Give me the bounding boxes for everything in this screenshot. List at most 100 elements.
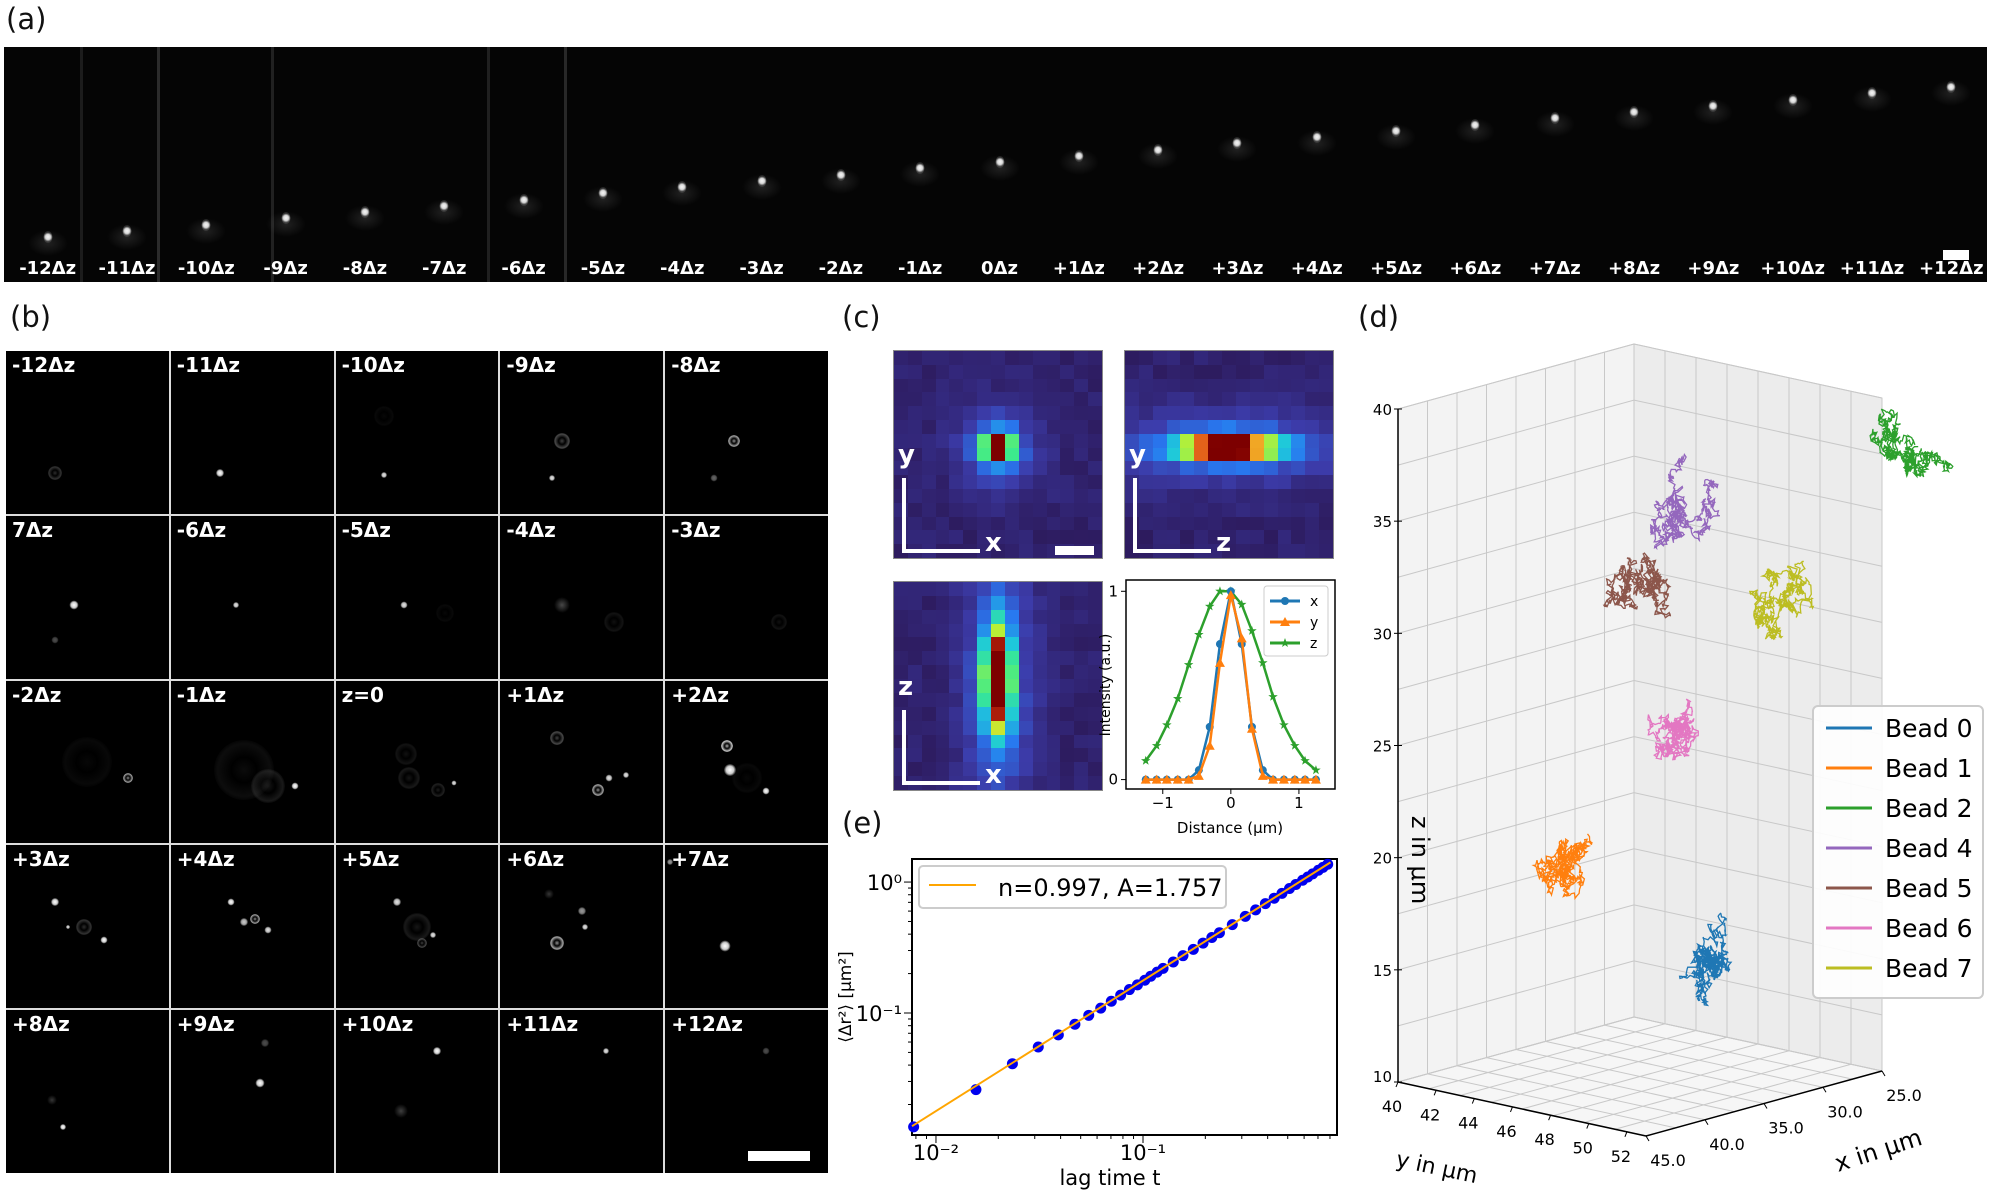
heatmap-cell [1152, 447, 1167, 462]
data-point-y [1193, 770, 1204, 780]
data-point-z [1172, 693, 1183, 703]
heatmap-cell [935, 392, 950, 407]
heatmap-cell [1208, 392, 1223, 407]
heatmap-cell [1222, 475, 1236, 489]
heatmap-cell [1263, 544, 1278, 558]
heatmap-cell [1032, 734, 1047, 749]
heatmap-cell [1032, 665, 1047, 680]
heatmap-cell [1060, 734, 1075, 749]
heatmap-cell [1046, 530, 1061, 545]
heatmap-cell [1018, 582, 1033, 596]
heatmap-cell [991, 637, 1005, 652]
bead-focus-spot [281, 212, 291, 225]
heatmap-cell [991, 609, 1005, 624]
heatmap-cell [963, 475, 978, 489]
axis-label-y: y [1129, 440, 1146, 470]
heatmap-cell [1291, 433, 1306, 448]
heatmap-cell [1249, 392, 1264, 407]
legend-box [1812, 705, 1984, 999]
heatmap-cell [977, 720, 992, 735]
heatmap-cell [1018, 762, 1033, 777]
heatmap-cell [991, 489, 1005, 503]
trajectory-bead-0 [1678, 912, 1733, 1007]
heatmap-cell [1032, 502, 1047, 517]
heatmap-cell [1305, 447, 1320, 462]
heatmap-cell [963, 433, 978, 448]
heatmap-cell [935, 734, 950, 749]
heatmap-cell [1060, 364, 1075, 379]
heatmap-cell [1291, 364, 1306, 379]
heatmap-cell [963, 392, 978, 407]
heatmap-cell [1018, 447, 1033, 462]
y-tick [1586, 1123, 1590, 1129]
bead-image [721, 739, 734, 752]
slice-label: -8Δz [671, 353, 721, 377]
heatmap-cell [921, 720, 936, 735]
data-point-z [1311, 765, 1321, 775]
bead-focus-spot [43, 231, 53, 243]
heatmap-cell [991, 447, 1005, 462]
y-tick-label: 42 [1420, 1105, 1440, 1124]
heatmap-cell [1046, 351, 1061, 365]
heatmap-cell [1004, 392, 1019, 407]
heatmap-cell [949, 706, 964, 721]
heatmap-cell [1305, 544, 1320, 558]
bead-image [393, 1104, 408, 1119]
heatmap-cell [977, 530, 992, 545]
heatmap-cell [1319, 544, 1333, 558]
slice-label: +10Δz [341, 1012, 414, 1037]
heatmap-cell [1032, 530, 1047, 545]
heatmap-cell [977, 637, 992, 652]
slice-label: -2Δz [12, 682, 62, 707]
bead-defocus-halo [1534, 111, 1575, 138]
heatmap-cell [1018, 489, 1033, 503]
data-point-z [1151, 740, 1162, 750]
z-slice-image: -1Δz [170, 680, 334, 844]
heatmap-cell [949, 364, 964, 379]
heatmap-cell [1074, 489, 1089, 503]
heatmap-cell [935, 351, 950, 365]
heatmap-cell [1152, 406, 1167, 420]
data-point-z [1279, 719, 1289, 730]
heatmap-cell [1046, 734, 1061, 749]
legend-label: Bead 0 [1885, 714, 1973, 743]
heatmap-cell [1235, 447, 1250, 462]
trajectory-bead-5 [1602, 552, 1672, 619]
heatmap-cell [1222, 351, 1236, 365]
heatmap-cell [907, 637, 922, 652]
depth-label: +3Δz [1211, 258, 1264, 279]
heatmap-cell [1074, 447, 1089, 462]
z-axis-label: z in μm [1406, 816, 1434, 904]
heatmap-cell [1194, 475, 1209, 489]
heatmap-cell [963, 609, 978, 624]
scale-bar [1943, 250, 1969, 260]
heatmap-cell [907, 420, 922, 434]
heatmap-cell [1018, 364, 1033, 379]
bead-focus-spot [122, 224, 132, 237]
heatmap-cell [1194, 406, 1209, 420]
heatmap-cell [907, 706, 922, 721]
heatmap-cell [1046, 582, 1061, 596]
bead-focus-spot [1391, 124, 1401, 137]
heatmap-cell [1046, 502, 1061, 517]
heatmap-cell [1018, 516, 1033, 531]
heatmap-cell [935, 489, 950, 503]
heatmap-cell [1263, 433, 1278, 448]
heatmap-cell [1125, 364, 1139, 379]
z-slice-image: 7Δz [6, 515, 169, 679]
panel-label-c: (c) [842, 300, 881, 334]
heatmap-cell [921, 406, 936, 420]
slice-label: +11Δz [506, 1012, 579, 1037]
heatmap-cell [907, 734, 922, 749]
heatmap-cell [907, 351, 922, 365]
psf-profile-chart: Distance (μm) Intensity (a.u.) −1 0 1 0 1 xyz [1098, 579, 1336, 837]
heatmap-cell [1263, 392, 1278, 407]
data-point-z [1204, 601, 1215, 611]
heatmap-cell [1088, 623, 1102, 638]
y-axis-line [1397, 1081, 1647, 1137]
heatmap-cell [1263, 461, 1278, 476]
heatmap-cell [1235, 378, 1250, 393]
z-slice-image: -2Δz [6, 680, 169, 844]
heatmap-cell [991, 679, 1005, 693]
trajectory-bead-4 [1649, 452, 1720, 551]
